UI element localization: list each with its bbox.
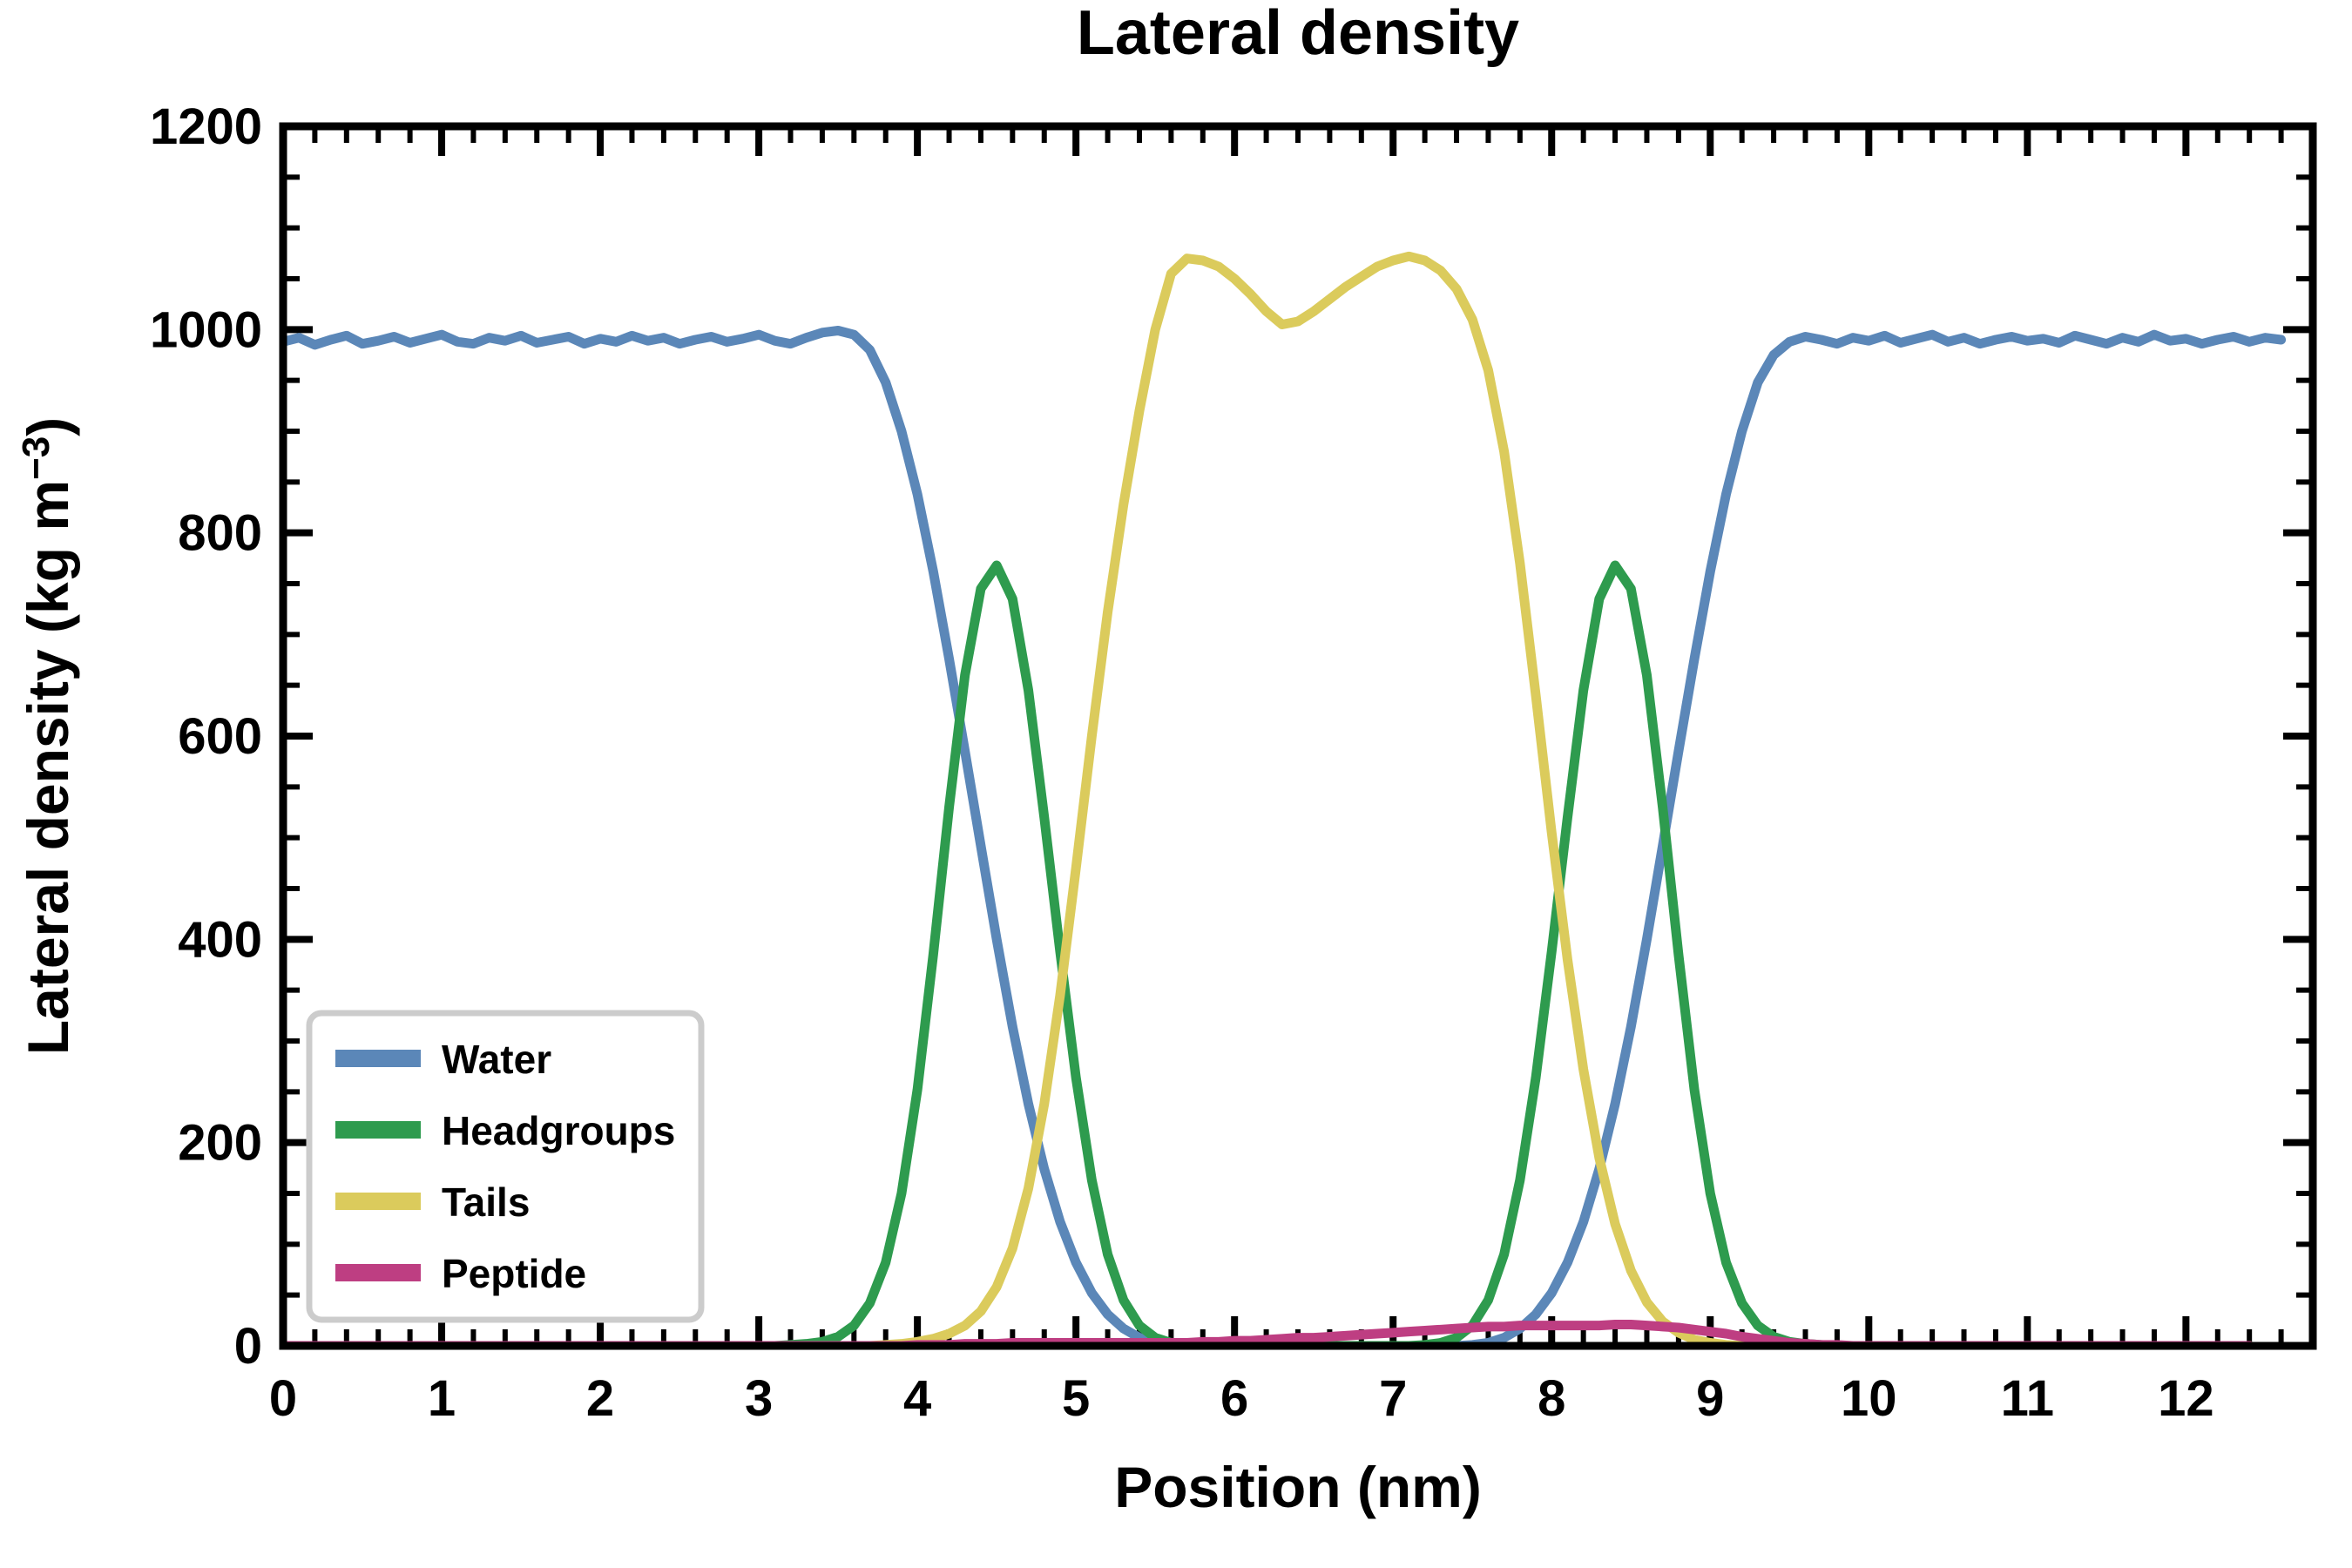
x-tick-label: 1: [428, 1370, 456, 1427]
y-tick-label: 1000: [150, 301, 262, 358]
y-tick-label: 600: [178, 708, 262, 765]
x-axis-label: Position (nm): [1114, 1455, 1482, 1519]
y-tick-label: 400: [178, 911, 262, 968]
x-tick-label: 8: [1538, 1370, 1565, 1427]
legend[interactable]: Water Headgroups Tails Peptide: [306, 1010, 705, 1323]
plot-frame: [279, 122, 2317, 1350]
x-tick-label: 11: [2001, 1370, 2054, 1427]
x-tick-label: 6: [1220, 1370, 1248, 1427]
curve-peptide: [283, 1320, 2254, 1346]
y-axis-label-paren: ): [16, 417, 80, 436]
legend-box: [306, 1010, 705, 1323]
curve-tails: [283, 251, 2254, 1346]
y-tick-label: 200: [178, 1115, 262, 1172]
x-tick-label: 12: [2158, 1370, 2214, 1427]
y-axis-label-exponent: −3: [15, 436, 57, 480]
x-tick-label: 9: [1696, 1370, 1724, 1427]
svg-text:Lateral density (kg m−3): Lateral density (kg m−3): [15, 417, 80, 1055]
x-tick-label: 2: [586, 1370, 614, 1427]
data-curves: [283, 251, 2287, 1346]
chart-title: Lateral density: [1077, 0, 1519, 68]
y-tick-label: 1200: [150, 98, 262, 155]
x-tick-label: 10: [1841, 1370, 1897, 1427]
x-tick-label: 3: [745, 1370, 773, 1427]
x-tick-label: 7: [1379, 1370, 1407, 1427]
x-tick-label: 4: [903, 1370, 931, 1427]
y-tick-label: 800: [178, 505, 262, 562]
legend-label-water[interactable]: Water: [442, 1037, 551, 1082]
x-tick-label: 0: [269, 1370, 297, 1427]
legend-label-headgroups[interactable]: Headgroups: [442, 1108, 675, 1153]
legend-label-peptide[interactable]: Peptide: [442, 1251, 586, 1296]
curve-water: [283, 326, 2287, 1346]
y-axis-label: Lateral density (kg m−3): [15, 417, 80, 1055]
y-axis-label-text: Lateral density (kg m: [16, 480, 80, 1055]
y-tick-label: 0: [234, 1318, 262, 1375]
x-tick-label: 5: [1062, 1370, 1090, 1427]
legend-label-tails[interactable]: Tails: [442, 1179, 530, 1225]
